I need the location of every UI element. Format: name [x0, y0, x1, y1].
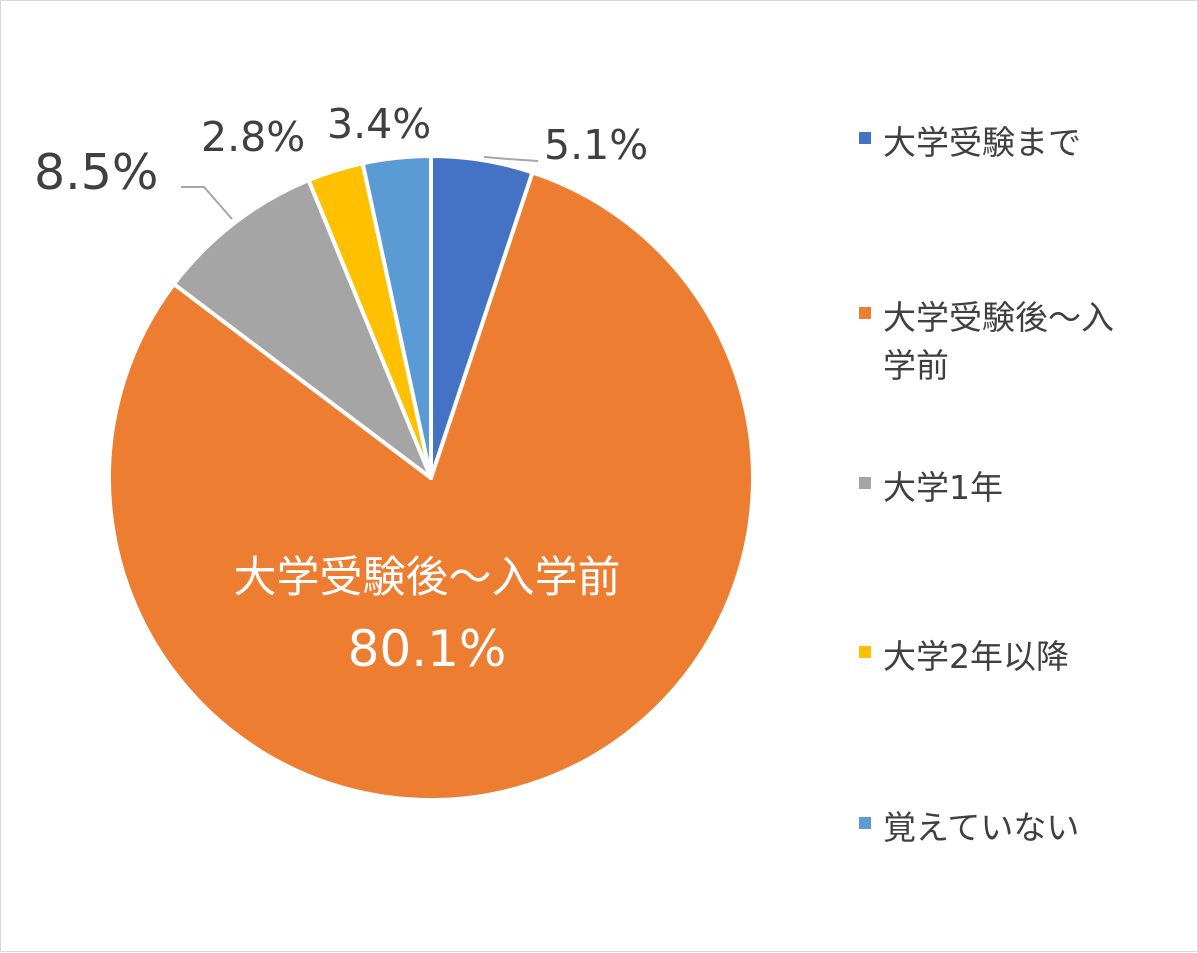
legend-item-first-year: 大学1年: [859, 464, 1143, 512]
legend-swatch: [859, 132, 871, 144]
pie-slice-2: [171, 178, 433, 480]
legend-label: 大学受験後～入学前: [883, 298, 1114, 385]
legend-item-second-year-or-later: 大学2年以降: [859, 633, 1143, 681]
pie-slice-4: [360, 154, 433, 480]
leader-line-8-5: [181, 186, 233, 220]
legend-swatch: [859, 477, 871, 489]
legend-swatch: [859, 817, 871, 829]
legend-label: 大学1年: [883, 468, 1003, 507]
data-label-3-4: 3.4%: [327, 100, 431, 148]
data-label-8-5: 8.5%: [34, 144, 159, 201]
data-label-5-1: 5.1%: [544, 121, 648, 169]
data-label-2-8: 2.8%: [201, 113, 305, 161]
legend-label: 大学受験まで: [883, 123, 1081, 162]
legend-label: 大学2年以降: [883, 637, 1069, 676]
leader-line-5-1: [483, 156, 539, 162]
legend-label: 覚えていない: [883, 808, 1080, 847]
legend-item-after-exam-before-entrance: 大学受験後～入学前: [859, 294, 1143, 390]
pie-slices: [106, 154, 755, 802]
inner-label-category: 大学受験後～入学前: [234, 553, 621, 603]
legend-item-before-exam: 大学受験まで: [859, 119, 1143, 167]
legend-item-dont-remember: 覚えていない: [859, 804, 1143, 852]
inner-label-value: 80.1%: [348, 620, 507, 678]
pie-slice-1: [106, 170, 755, 802]
data-labels: 5.1% 8.5% 2.8% 3.4% 大学受験後～入学前 80.1%: [34, 100, 648, 678]
legend-swatch: [859, 307, 871, 319]
leader-lines: [181, 156, 539, 220]
legend: 大学受験まで 大学受験後～入学前 大学1年 大学2年以降 覚えていない: [859, 1, 1189, 953]
legend-swatch: [859, 646, 871, 658]
